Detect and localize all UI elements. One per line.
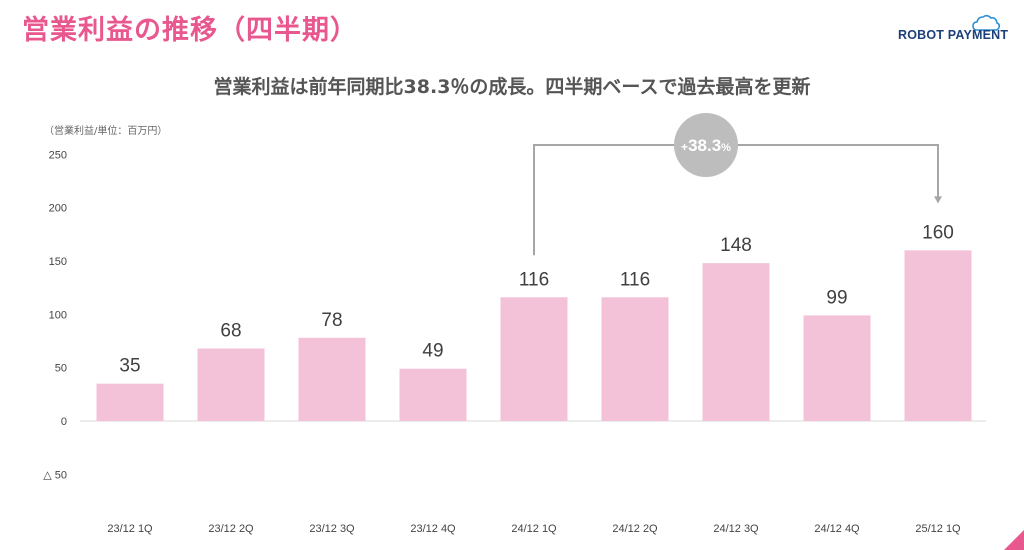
y-tick-label: 0	[61, 416, 67, 428]
bar-value-label: 148	[720, 235, 752, 256]
bar	[298, 337, 366, 421]
bar	[197, 348, 265, 421]
x-axis-labels: 23/12 1Q 23/12 2Q 23/12 3Q 23/12 4Q 24/12 1Q…	[107, 523, 961, 535]
growth-value: 38.3	[688, 136, 721, 155]
unit-label: （営業利益/単位：百万円）	[44, 126, 168, 137]
y-tick-label: △ 50	[43, 469, 67, 481]
bar-value-label: 35	[119, 356, 140, 377]
bar-value-label: 78	[321, 310, 342, 331]
y-tick-label: 50	[55, 363, 67, 375]
x-tick-label: 23/12 2Q	[208, 523, 254, 535]
bar	[904, 250, 972, 421]
x-tick-label: 23/12 4Q	[410, 523, 456, 535]
value-labels: 35 68 78 49 116 116 148 99 160	[119, 222, 953, 376]
x-tick-label: 25/12 1Q	[915, 523, 961, 535]
x-tick-label: 23/12 1Q	[107, 523, 153, 535]
y-tick-label: 100	[49, 309, 67, 321]
y-tick-label: 250	[49, 149, 67, 161]
growth-bubble	[674, 113, 738, 177]
arrow-down-icon	[934, 196, 942, 204]
bar	[399, 368, 467, 421]
growth-plus: +	[681, 140, 688, 154]
growth-annotation: +38.3%	[533, 113, 942, 256]
bar-value-label: 116	[519, 269, 549, 290]
cloud-icon	[972, 14, 1000, 31]
growth-suffix: %	[721, 142, 731, 154]
bar	[96, 383, 164, 421]
bar-value-label: 99	[826, 287, 847, 308]
bar	[702, 263, 770, 421]
y-axis-ticks: 250 200 150 100 50 0 △ 50	[43, 149, 67, 481]
bar	[601, 297, 669, 421]
growth-percent-label: +38.3%	[681, 136, 731, 155]
bars	[96, 250, 972, 421]
x-tick-label: 24/12 4Q	[814, 523, 860, 535]
bar-value-label: 49	[422, 341, 443, 362]
x-tick-label: 24/12 2Q	[612, 523, 658, 535]
x-tick-label: 24/12 1Q	[511, 523, 557, 535]
bar-value-label: 116	[620, 269, 650, 290]
company-logo: ROBOT PAYMENT	[898, 14, 1012, 46]
x-tick-label: 24/12 3Q	[713, 523, 759, 535]
bar	[500, 297, 568, 421]
page-title: 営業利益の推移（四半期）	[22, 15, 358, 46]
bar-value-label: 68	[220, 320, 241, 341]
chart-subtitle: 営業利益は前年同期比38.3％の成長。四半期ベースで過去最高を更新	[213, 76, 811, 98]
brand-name: ROBOT PAYMENT	[898, 28, 1009, 42]
x-tick-label: 23/12 3Q	[309, 523, 355, 535]
bar-value-label: 160	[922, 222, 954, 243]
y-tick-label: 200	[49, 203, 67, 215]
corner-triangle-icon	[1004, 530, 1024, 550]
bar	[803, 315, 871, 421]
y-tick-label: 150	[49, 256, 67, 268]
